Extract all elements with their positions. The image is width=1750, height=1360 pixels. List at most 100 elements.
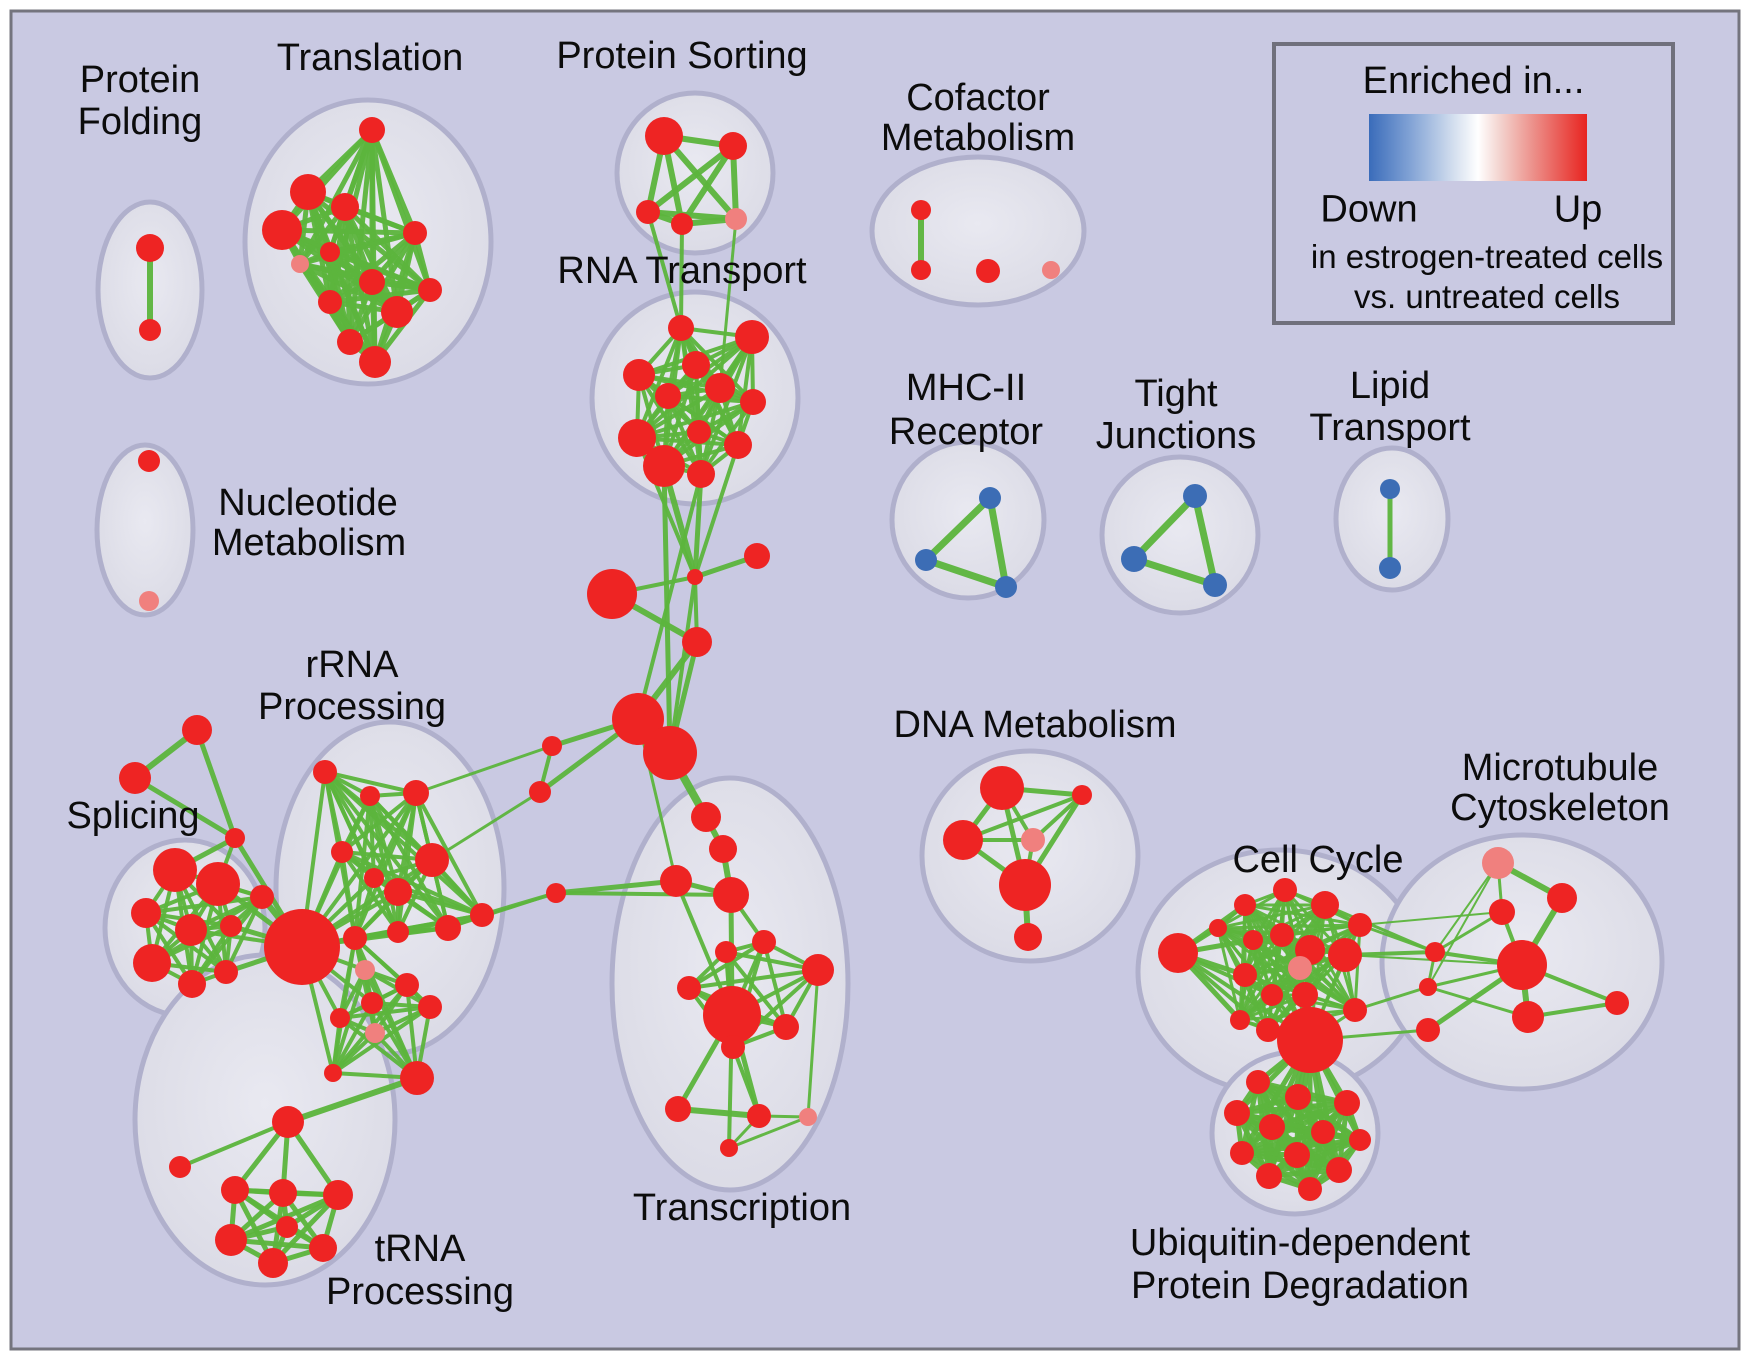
cluster-label-microtubule-cytoskeleton: Microtubule	[1462, 747, 1658, 789]
network-node-mt2	[1489, 899, 1515, 925]
network-edge	[1191, 492, 1219, 589]
network-node-t4	[262, 210, 302, 250]
network-node-mtp	[1482, 847, 1514, 879]
network-edge	[553, 878, 679, 896]
network-node-rr1	[313, 760, 337, 784]
network-edge	[446, 891, 558, 930]
network-edge	[1238, 933, 1284, 1022]
legend-up-label: Up	[1553, 188, 1603, 231]
network-edge	[806, 968, 820, 1119]
network-node-tn7	[276, 1216, 298, 1238]
network-node-rt11	[643, 445, 685, 487]
network-node-ub6	[1311, 1120, 1335, 1144]
cluster-label-translation: Translation	[277, 37, 464, 79]
network-node-sp1	[153, 848, 197, 892]
network-edge	[1353, 985, 1430, 1012]
network-node-t7	[291, 255, 309, 273]
network-edge	[692, 471, 704, 580]
cluster-label-protein-folding: Folding	[78, 101, 203, 143]
network-node-ch3	[587, 569, 637, 619]
network-node-rt8	[618, 419, 656, 457]
network-edge	[679, 222, 684, 330]
network-node-ps3	[636, 200, 660, 224]
network-node-cc9	[1233, 963, 1257, 987]
network-edge	[340, 791, 418, 854]
network-node-ub7	[1349, 1129, 1371, 1151]
network-node-rr6	[415, 843, 449, 877]
network-node-tx3	[660, 865, 692, 897]
network-node-hub	[264, 909, 340, 985]
network-node-tn4	[215, 1224, 247, 1256]
network-edge	[675, 1106, 762, 1119]
network-node-ub11	[1256, 1163, 1282, 1189]
cluster-label-tight-junctions: Junctions	[1096, 415, 1257, 457]
network-node-ccb	[1277, 1007, 1343, 1073]
network-node-t5	[403, 221, 427, 245]
network-node-rr14	[395, 973, 419, 997]
network-node-ub1	[1246, 1070, 1270, 1094]
network-node-tn2	[269, 1179, 297, 1207]
network-node-dm4	[1021, 828, 1045, 852]
network-node-tx11	[721, 1035, 745, 1059]
network-edge	[327, 249, 433, 293]
network-node-dm2	[1072, 785, 1092, 805]
network-node-tn6	[309, 1234, 337, 1262]
network-edge	[396, 890, 484, 917]
network-node-tr2	[119, 762, 151, 794]
network-edge	[679, 143, 736, 227]
nodes-layer	[119, 117, 1629, 1278]
cluster-label-ubiquitin-dependent-protein-degradation: Protein Degradation	[1131, 1265, 1469, 1307]
network-node-tn1	[221, 1176, 249, 1204]
network-node-ch5	[612, 693, 664, 745]
cluster-label-dna-metabolism: DNA Metabolism	[894, 704, 1177, 746]
network-node-tx1	[691, 802, 721, 832]
network-node-tx9	[703, 986, 761, 1044]
network-node-rt3	[623, 359, 655, 391]
network-node-lt2	[1379, 557, 1401, 579]
network-node-ch7	[542, 736, 562, 756]
network-node-rr4	[331, 841, 353, 863]
network-node-ub9	[1284, 1142, 1310, 1168]
network-node-dm5	[999, 859, 1051, 911]
network-node-ps1	[645, 117, 683, 155]
network-node-dm3	[943, 820, 983, 860]
network-node-cc8	[1328, 938, 1362, 972]
network-node-tnh	[272, 1106, 304, 1138]
network-edge	[190, 895, 264, 986]
network-edge	[338, 1005, 432, 1020]
cluster-label-rrna-processing: Processing	[258, 686, 446, 728]
network-node-tx7	[802, 954, 834, 986]
network-node-rr11	[435, 915, 461, 941]
network-node-cc10	[1261, 984, 1283, 1006]
network-node-sp6	[133, 944, 171, 982]
network-node-t10	[318, 290, 342, 314]
network-node-cc6	[1270, 923, 1294, 947]
network-edge	[1434, 862, 1499, 953]
legend-subtitle-line2: vs. untreated cells	[1354, 278, 1620, 315]
cluster-label-nucleotide-metabolism: Nucleotide	[218, 482, 398, 524]
network-edge	[279, 227, 418, 236]
network-node-sp3	[131, 898, 161, 928]
network-node-tx13	[747, 1104, 771, 1128]
network-node-cc1	[1234, 894, 1256, 916]
network-edge	[635, 400, 755, 440]
network-node-cc5	[1243, 930, 1263, 950]
cluster-label-trna-processing: tRNA	[375, 1228, 466, 1270]
network-edge	[279, 127, 375, 233]
cluster-ellipse-tight-junctions	[1099, 454, 1261, 616]
network-edge	[1359, 911, 1503, 926]
cluster-label-lipid-transport: Transport	[1309, 407, 1471, 449]
network-edge	[1426, 985, 1530, 1019]
network-node-mt1	[1547, 883, 1577, 913]
network-node-cm3	[976, 259, 1000, 283]
network-node-rr13	[355, 960, 375, 980]
network-node-ccp	[1288, 956, 1312, 980]
network-node-tx12	[665, 1096, 691, 1122]
legend-box: Enriched in... Down Up in estrogen-treat…	[1272, 42, 1675, 325]
network-edge	[986, 494, 1010, 591]
network-node-cc12	[1230, 1010, 1250, 1030]
network-node-cm4	[1042, 261, 1060, 279]
network-node-cm1	[911, 200, 931, 220]
